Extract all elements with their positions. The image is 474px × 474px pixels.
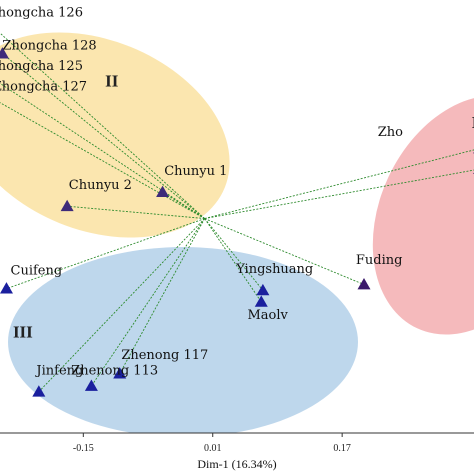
x-tick-label: 0.17	[333, 443, 351, 454]
connector-zho	[204, 149, 474, 219]
group-label-iii: III	[13, 322, 33, 341]
point-label-zhongcha-127: Zhongcha 127	[0, 80, 87, 95]
point-label-zhongcha-126: Zhongcha 126	[0, 5, 83, 20]
x-tick-label: 0.01	[204, 443, 222, 454]
group-label-ii: II	[105, 72, 119, 91]
connector-fuding	[204, 218, 365, 285]
point-label-zhongcha-128: Zhongcha 128	[2, 38, 96, 53]
x-axis: -0.15 0.01 0.17	[0, 432, 474, 454]
connector-zhongcha-128	[2, 53, 205, 219]
connector-chunyu-1	[162, 191, 205, 219]
marker-fuding	[357, 278, 371, 290]
marker-zhenong-113	[84, 379, 98, 391]
marker-jinfeng	[32, 385, 46, 397]
marker-chunyu-1	[156, 185, 170, 198]
point-label-chunyu-2: Chunyu 2	[69, 178, 132, 193]
point-label-zho: Zho	[378, 125, 403, 140]
connector-yingshuang	[204, 218, 264, 291]
group-iii-ellipse	[8, 247, 358, 433]
x-axis-label: Dim-1 (16.34%)	[197, 457, 276, 471]
point-label-maolv: Maolv	[248, 308, 289, 323]
group-i-ellipse	[372, 95, 474, 335]
marker-maolv	[254, 295, 268, 307]
point-labels: Zhongcha 126 Zhongcha 128 Zhongcha 125 Zhon…	[0, 5, 403, 378]
connector-cuifeng	[6, 218, 205, 290]
connector-jinfeng	[38, 218, 205, 393]
marker-yingshuang	[256, 283, 270, 296]
group-ellipses	[0, 32, 474, 433]
point-markers	[0, 47, 474, 397]
point-label-chunyu-1: Chunyu 1	[164, 164, 227, 179]
marker-zhenong-117	[113, 367, 127, 379]
connector-zhenong-113	[91, 218, 206, 387]
connector-lines	[0, 32, 474, 393]
connector-point-14	[204, 169, 474, 220]
connector-maolv	[204, 218, 262, 303]
point-label-zhenong-117: Zhenong 117	[121, 348, 208, 363]
marker-zhongcha-128	[0, 47, 9, 59]
connector-zhongcha-125	[0, 82, 205, 219]
point-label-cuifeng: Cuifeng	[11, 264, 63, 279]
point-label-fuding: Fuding	[356, 253, 403, 268]
marker-chunyu-2	[60, 199, 74, 212]
group-labels: IIIIII	[13, 72, 474, 342]
point-label-zhongcha-125: Zhongcha 125	[0, 59, 83, 74]
connector-zhenong-117	[119, 218, 206, 374]
connector-zhongcha-126	[0, 32, 205, 219]
marker-cuifeng	[0, 282, 13, 294]
point-label-jinfeng: Jinfeng	[34, 363, 83, 378]
point-label-yingshuang: Yingshuang	[235, 262, 313, 277]
group-label-i: I	[472, 113, 474, 132]
point-label-zhenong-113: Zhenong 113	[71, 363, 158, 378]
x-tick-label: -0.15	[73, 443, 94, 454]
